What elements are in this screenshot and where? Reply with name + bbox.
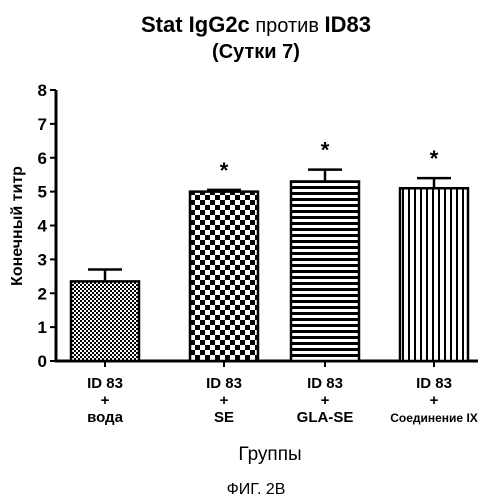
significance-marker: * bbox=[321, 138, 330, 163]
category-label: SE bbox=[214, 409, 234, 426]
bar bbox=[289, 180, 361, 363]
y-axis-ticks: 0 1 2 3 4 5 6 7 8 bbox=[38, 81, 56, 371]
category-label: ID 83 bbox=[206, 375, 242, 392]
y-tick-label: 1 bbox=[38, 318, 47, 337]
chart-title-part: Stat IgG2c bbox=[141, 12, 250, 37]
y-tick-label: 0 bbox=[38, 352, 47, 371]
bar bbox=[398, 186, 470, 363]
bar bbox=[188, 190, 260, 363]
y-tick-label: 8 bbox=[38, 81, 47, 100]
bars-group: * * * bbox=[69, 138, 470, 363]
significance-marker: * bbox=[430, 146, 439, 171]
category-label: GLA-SE bbox=[297, 409, 354, 426]
category-label: + bbox=[220, 392, 229, 409]
y-tick-label: 6 bbox=[38, 149, 47, 168]
category-label: + bbox=[321, 392, 330, 409]
y-axis-title: Конечный титр bbox=[9, 166, 26, 286]
y-tick-label: 3 bbox=[38, 250, 47, 269]
chart-title: Stat IgG2c против ID83 bbox=[141, 12, 371, 37]
chart-title-part: против bbox=[250, 15, 325, 37]
category-label: вода bbox=[87, 409, 124, 426]
category-label: Соединение IX bbox=[390, 411, 478, 425]
y-tick-label: 4 bbox=[38, 217, 48, 236]
category-label: ID 83 bbox=[87, 375, 123, 392]
y-tick-label: 2 bbox=[38, 284, 47, 303]
figure-caption: ФИГ. 2В bbox=[227, 481, 286, 498]
y-tick-label: 7 bbox=[38, 115, 47, 134]
category-label: ID 83 bbox=[416, 375, 452, 392]
y-tick-label: 5 bbox=[38, 183, 47, 202]
category-label: + bbox=[430, 392, 439, 409]
category-label: ID 83 bbox=[307, 375, 343, 392]
bar bbox=[69, 280, 141, 363]
chart-subtitle: (Сутки 7) bbox=[212, 41, 300, 63]
x-axis-title: Группы bbox=[238, 444, 301, 465]
significance-marker: * bbox=[220, 158, 229, 183]
chart-title-part: ID83 bbox=[325, 12, 371, 37]
category-label: + bbox=[101, 392, 110, 409]
